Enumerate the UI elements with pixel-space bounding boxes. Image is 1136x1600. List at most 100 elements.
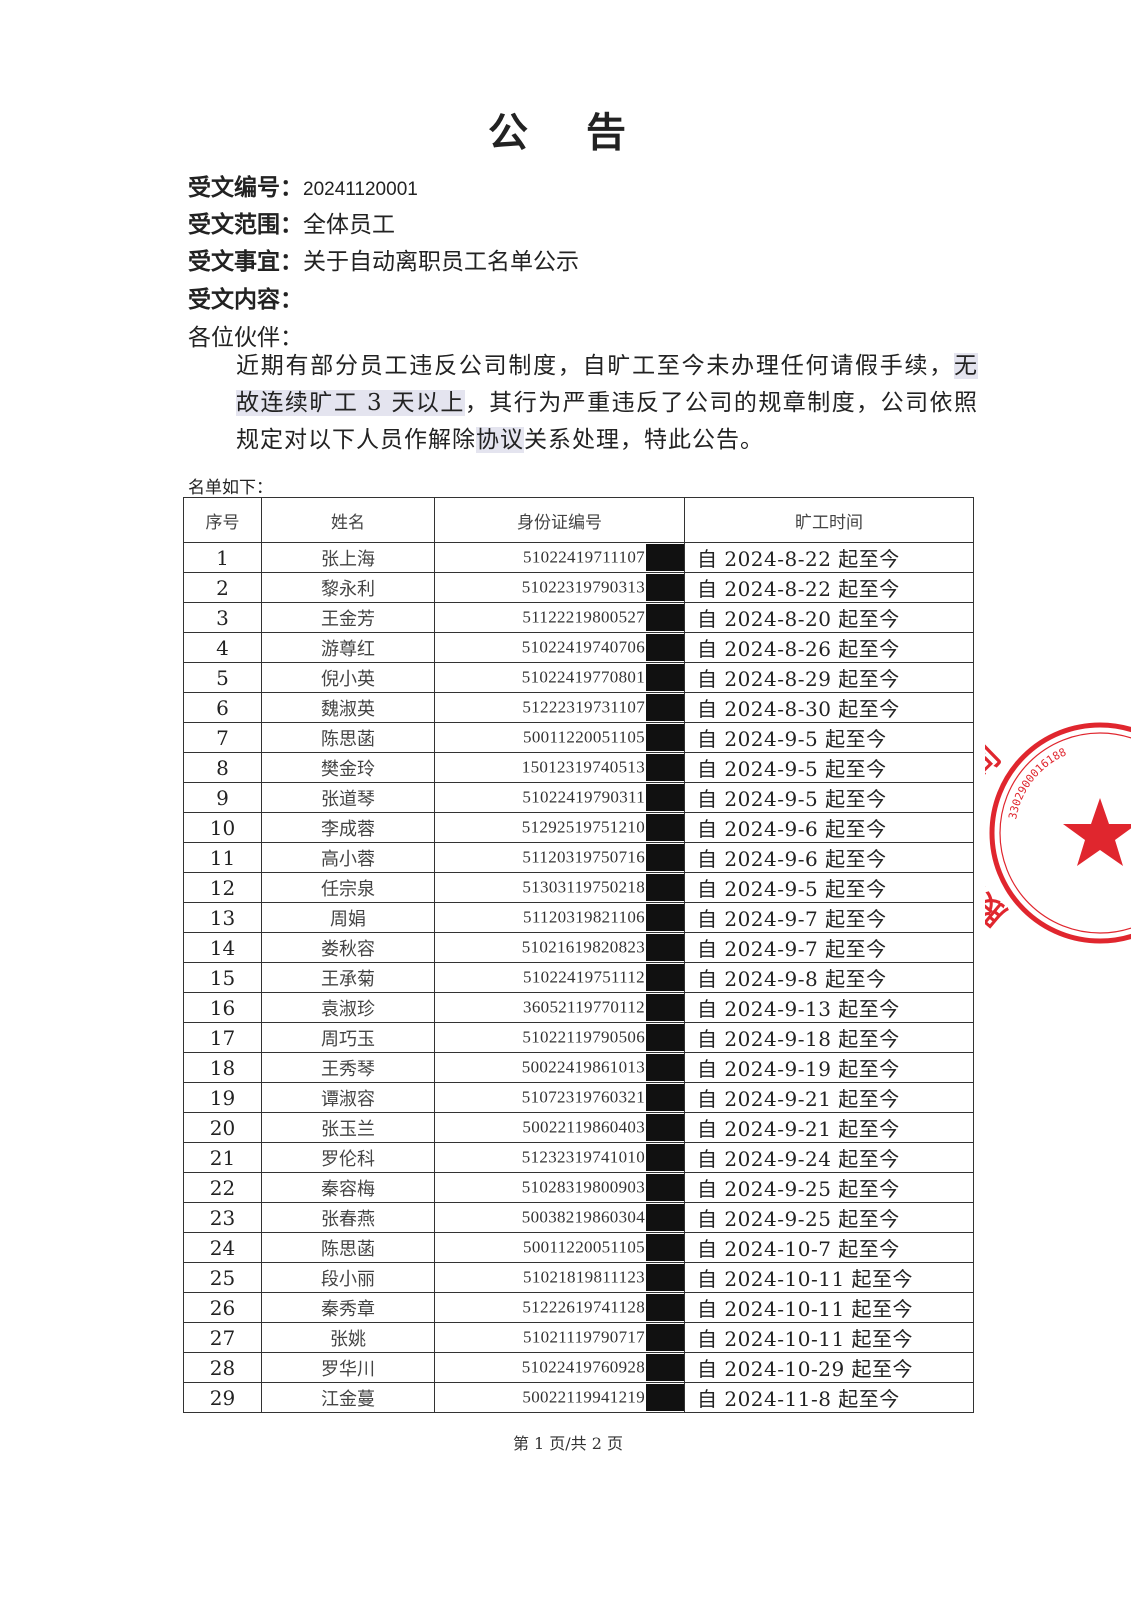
row-id: 50011220051105 <box>434 722 685 753</box>
header-absence: 旷工时间 <box>684 497 974 543</box>
row-name: 张姚 <box>261 1322 435 1353</box>
id-number: 51022419711107 <box>523 547 645 567</box>
row-absence: 自 2024-10-29 起至今 <box>684 1352 974 1383</box>
row-seq: 13 <box>183 902 262 933</box>
row-id: 50022419861013 <box>434 1052 685 1083</box>
row-id: 51120319821106 <box>434 902 685 933</box>
row-seq: 21 <box>183 1142 262 1173</box>
redaction-block <box>646 1204 684 1231</box>
doc-number-value: 20241120001 <box>303 179 418 200</box>
redaction-block <box>646 1174 684 1201</box>
id-number: 15012319740513 <box>521 757 645 777</box>
row-name: 段小丽 <box>261 1262 435 1293</box>
row-seq: 28 <box>183 1352 262 1383</box>
table-row: 25 段小丽 51021819811123 自 2024-10-11 起至今 <box>183 1262 974 1293</box>
row-absence: 自 2024-8-20 起至今 <box>684 602 974 633</box>
row-id: 51222619741128 <box>434 1292 685 1323</box>
row-id: 51122219800527 <box>434 602 685 633</box>
paragraph-text: ，其行为严重违反了公司的规章制度，公司依照规定对以下人员作解除 <box>236 390 978 453</box>
row-name: 张道琴 <box>261 782 435 813</box>
redaction-block <box>646 814 684 841</box>
row-id: 36052119770112 <box>434 992 685 1023</box>
list-label: 名单如下： <box>188 478 273 498</box>
doc-scope-value: 全体员工 <box>303 212 395 238</box>
row-seq: 8 <box>183 752 262 783</box>
table-row: 9 张道琴 51022419790311 自 2024-9-5 起至今 <box>183 782 974 813</box>
redaction-block <box>646 784 684 811</box>
header-id: 身份证编号 <box>434 497 685 543</box>
id-number: 51022419760928 <box>521 1357 645 1377</box>
row-id: 51022419770801 <box>434 662 685 693</box>
row-absence: 自 2024-9-21 起至今 <box>684 1112 974 1143</box>
id-number: 51232319741010 <box>521 1147 645 1167</box>
row-seq: 26 <box>183 1292 262 1323</box>
redaction-block <box>646 604 684 631</box>
doc-scope-label: 受文范围： <box>188 211 303 238</box>
row-name: 袁淑珍 <box>261 992 435 1023</box>
row-seq: 23 <box>183 1202 262 1233</box>
salutation: 各位伙伴： <box>188 325 303 351</box>
table-row: 6 魏淑英 51222319731107 自 2024-8-30 起至今 <box>183 692 974 723</box>
row-name: 娄秋容 <box>261 932 435 963</box>
row-name: 黎永利 <box>261 572 435 603</box>
page-number: 第 1 页/共 2 页 <box>512 1434 624 1453</box>
row-seq: 3 <box>183 602 262 633</box>
row-name: 周娟 <box>261 902 435 933</box>
row-name: 高小蓉 <box>261 842 435 873</box>
doc-subject-line: 受文事宜：关于自动离职员工名单公示 <box>188 242 579 276</box>
id-number: 51021119790717 <box>523 1327 645 1347</box>
row-absence: 自 2024-11-8 起至今 <box>684 1382 974 1413</box>
id-number: 51022319790313 <box>521 577 645 597</box>
employee-table: 序号 姓名 身份证编号 旷工时间 1 张上海 51022419711107 自 202… <box>183 497 974 1413</box>
row-absence: 自 2024-9-7 起至今 <box>684 902 974 933</box>
redaction-block <box>646 1264 684 1291</box>
row-absence: 自 2024-9-7 起至今 <box>684 932 974 963</box>
row-seq: 17 <box>183 1022 262 1053</box>
row-id: 51021619820823 <box>434 932 685 963</box>
notice-paragraph: 近期有部分员工违反公司制度，自旷工至今未办理任何请假手续，无故连续旷工 3 天以… <box>188 348 978 459</box>
row-absence: 自 2024-10-11 起至今 <box>684 1262 974 1293</box>
row-id: 51022419760928 <box>434 1352 685 1383</box>
redaction-block <box>646 1144 684 1171</box>
id-number: 51022119790506 <box>522 1027 645 1047</box>
redaction-block <box>646 754 684 781</box>
row-name: 魏淑英 <box>261 692 435 723</box>
id-number: 51022419790311 <box>522 787 645 807</box>
id-number: 50022419861013 <box>521 1057 645 1077</box>
table-row: 23 张春燕 50038219860304 自 2024-9-25 起至今 <box>183 1202 974 1233</box>
redaction-block <box>646 844 684 871</box>
row-seq: 9 <box>183 782 262 813</box>
table-row: 4 游尊红 51022419740706 自 2024-8-26 起至今 <box>183 632 974 663</box>
redaction-block <box>646 1084 684 1111</box>
row-name: 樊金玲 <box>261 752 435 783</box>
row-id: 51022419751112 <box>434 962 685 993</box>
row-name: 谭淑容 <box>261 1082 435 1113</box>
row-id: 51021819811123 <box>434 1262 685 1293</box>
row-absence: 自 2024-10-11 起至今 <box>684 1322 974 1353</box>
row-seq: 1 <box>183 542 262 573</box>
row-absence: 自 2024-9-8 起至今 <box>684 962 974 993</box>
redaction-block <box>646 874 684 901</box>
row-name: 任宗泉 <box>261 872 435 903</box>
row-name: 陈思菡 <box>261 722 435 753</box>
redaction-block <box>646 664 684 691</box>
table-row: 22 秦容梅 51028319800903 自 2024-9-25 起至今 <box>183 1172 974 1203</box>
row-id: 51120319750716 <box>434 842 685 873</box>
svg-text:3302900016188: 3302900016188 <box>1006 746 1068 821</box>
header-name: 姓名 <box>261 497 435 543</box>
id-number: 36052119770112 <box>523 997 645 1017</box>
row-id: 51072319760321 <box>434 1082 685 1113</box>
table-row: 5 倪小英 51022419770801 自 2024-8-29 起至今 <box>183 662 974 693</box>
page-title: 公 告 <box>488 109 648 156</box>
id-number: 51028319800903 <box>521 1177 645 1197</box>
id-number: 51122219800527 <box>522 607 645 627</box>
row-absence: 自 2024-9-5 起至今 <box>684 752 974 783</box>
row-seq: 25 <box>183 1262 262 1293</box>
doc-number-line: 受文编号：20241120001 <box>188 168 418 202</box>
row-seq: 2 <box>183 572 262 603</box>
row-id: 50022119860403 <box>434 1112 685 1143</box>
id-number: 51222319731107 <box>522 697 645 717</box>
paragraph-text: 关系处理，特此公告。 <box>524 427 764 453</box>
id-number: 50011220051105 <box>523 1237 645 1257</box>
row-name: 游尊红 <box>261 632 435 663</box>
